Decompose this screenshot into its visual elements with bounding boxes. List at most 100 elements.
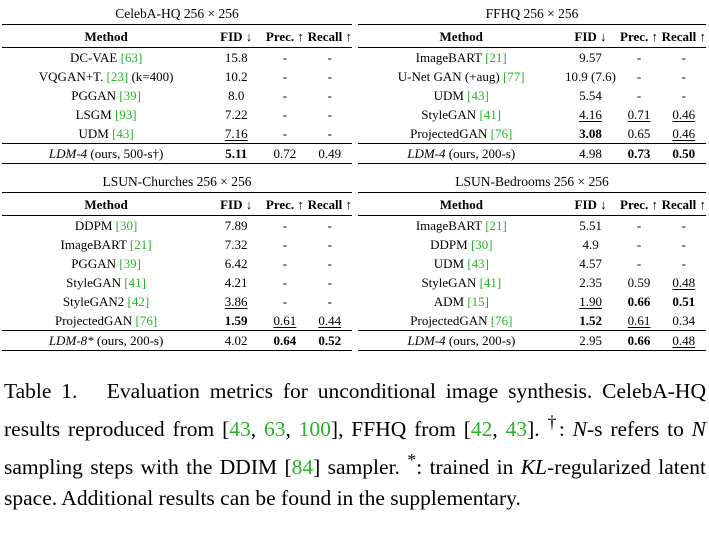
method-cell: LDM-4 (ours, 500-s†) bbox=[2, 143, 211, 164]
prec-value: - bbox=[282, 256, 288, 271]
citation-link[interactable]: [21] bbox=[485, 50, 507, 65]
method-name: U-Net GAN (+aug) bbox=[397, 69, 503, 84]
citation-link[interactable]: [63] bbox=[120, 50, 143, 65]
recall-value: 0.49 bbox=[318, 146, 342, 161]
recall-value: - bbox=[681, 69, 686, 84]
citation-link[interactable]: [21] bbox=[485, 218, 507, 233]
citation-link[interactable]: [41] bbox=[479, 275, 502, 290]
ours-row: LDM-4 (ours, 200-s) 2.95 0.66 0.48 bbox=[358, 330, 706, 351]
column-header-method: Method bbox=[358, 25, 565, 48]
prec-value: - bbox=[636, 50, 642, 65]
prec-cell: 0.71 bbox=[617, 105, 662, 124]
table-row: LSGM [93] 7.22 - - bbox=[2, 105, 352, 124]
fid-value: 7.32 bbox=[224, 237, 248, 252]
recall-cell: 0.48 bbox=[661, 330, 706, 351]
method-cell: PGGAN [39] bbox=[2, 254, 210, 273]
table-row: DDPM [30] 7.89 - - bbox=[2, 216, 352, 236]
column-header-method: Method bbox=[2, 193, 211, 216]
fid-cell: 15.8 bbox=[210, 48, 262, 68]
ours-row: LDM-4 (ours, 500-s†) 5.11 0.72 0.49 bbox=[2, 143, 352, 164]
citation-link[interactable]: [43] bbox=[112, 126, 134, 141]
recall-value: - bbox=[681, 218, 686, 233]
citation-link[interactable]: 100 bbox=[298, 417, 331, 442]
recall-cell: - bbox=[662, 48, 706, 68]
method-cell: DDPM [30] bbox=[2, 216, 210, 236]
citation-link[interactable]: 43 bbox=[229, 417, 251, 442]
citation-link[interactable]: 84 bbox=[291, 455, 314, 480]
recall-cell: - bbox=[308, 292, 352, 311]
prec-cell: 0.59 bbox=[616, 273, 661, 292]
citation-link[interactable]: [77] bbox=[502, 69, 525, 84]
citation-link[interactable]: [42] bbox=[127, 294, 150, 309]
citation-link[interactable]: [39] bbox=[119, 256, 141, 271]
fid-value: 6.42 bbox=[224, 256, 248, 271]
citation-link[interactable]: [30] bbox=[115, 218, 138, 233]
recall-cell: - bbox=[662, 216, 706, 236]
citation-link[interactable]: [23] bbox=[106, 69, 129, 84]
citation-link[interactable]: [93] bbox=[114, 107, 137, 122]
citation-link[interactable]: [15] bbox=[467, 294, 489, 309]
citation-link[interactable]: [76] bbox=[490, 126, 513, 141]
table-row: DC-VAE [63] 15.8 - - bbox=[2, 48, 352, 68]
prec-value: - bbox=[636, 256, 642, 271]
column-header-fid: FID ↓ bbox=[564, 25, 617, 48]
fid-cell: 5.11 bbox=[210, 143, 263, 164]
recall-value: - bbox=[681, 88, 686, 103]
method-name: UDM bbox=[433, 88, 468, 103]
method-name: StyleGAN bbox=[66, 275, 125, 290]
citation-link[interactable]: 43 bbox=[505, 417, 528, 442]
citation-link[interactable]: [76] bbox=[135, 313, 158, 328]
prec-value: - bbox=[282, 218, 288, 233]
prec-value: 0.71 bbox=[627, 107, 651, 122]
prec-value: 0.61 bbox=[273, 313, 297, 328]
method-cell: U-Net GAN (+aug) [77] bbox=[358, 67, 564, 86]
column-header-method: Method bbox=[358, 193, 565, 216]
fid-value: 9.57 bbox=[579, 50, 602, 65]
table-row: UDM [43] 5.54 - - bbox=[358, 86, 706, 105]
recall-value: 0.52 bbox=[318, 333, 342, 348]
recall-value: - bbox=[327, 50, 332, 65]
citation-link[interactable]: [43] bbox=[467, 88, 489, 103]
recall-value: 0.48 bbox=[672, 333, 696, 348]
recall-cell: - bbox=[662, 254, 706, 273]
prec-value: - bbox=[282, 294, 288, 309]
fid-cell: 7.16 bbox=[210, 124, 262, 144]
method-name: LDM-4 bbox=[407, 333, 446, 348]
column-header-fid: FID ↓ bbox=[210, 193, 263, 216]
citation-link[interactable]: [30] bbox=[470, 237, 493, 252]
prec-value: - bbox=[636, 237, 642, 252]
citation-link[interactable]: [76] bbox=[490, 313, 513, 328]
citation-link[interactable]: [39] bbox=[119, 88, 141, 103]
recall-value: - bbox=[681, 256, 686, 271]
fid-cell: 2.35 bbox=[565, 273, 617, 292]
recall-cell: - bbox=[308, 273, 352, 292]
prec-value: - bbox=[282, 69, 288, 84]
column-header-recall: Recall ↑ bbox=[661, 193, 706, 216]
recall-value: - bbox=[327, 294, 332, 309]
citation-link[interactable]: [43] bbox=[467, 256, 489, 271]
prec-cell: - bbox=[617, 86, 662, 105]
table-row: PGGAN [39] 8.0 - - bbox=[2, 86, 352, 105]
citation-link[interactable]: [41] bbox=[479, 107, 502, 122]
column-header-method: Method bbox=[2, 25, 211, 48]
citation-link[interactable]: 42 bbox=[470, 417, 493, 442]
recall-value: - bbox=[327, 126, 332, 141]
table-row: PGGAN [39] 6.42 - - bbox=[2, 254, 352, 273]
citation-link[interactable]: [21] bbox=[129, 237, 152, 252]
method-detail: (ours, 200-s) bbox=[445, 146, 516, 161]
table-rule bbox=[2, 192, 352, 193]
table-block-celeba: CelebA-HQ 256 × 256 Method FID ↓ Prec. ↑ Rec… bbox=[2, 4, 352, 164]
citation-link[interactable]: 63 bbox=[263, 417, 286, 442]
prec-cell: 0.66 bbox=[616, 330, 662, 351]
prec-cell: - bbox=[617, 67, 662, 86]
citation-link[interactable]: [41] bbox=[124, 275, 146, 290]
method-cell: ProjectedGAN [76] bbox=[358, 124, 564, 144]
header-row: Method FID ↓ Prec. ↑ Recall ↑ bbox=[358, 25, 706, 48]
column-header-fid: FID ↓ bbox=[564, 193, 617, 216]
method-cell: StyleGAN [41] bbox=[2, 273, 210, 292]
prec-cell: - bbox=[262, 292, 307, 311]
method-name: ProjectedGAN bbox=[54, 313, 136, 328]
method-name: PGGAN bbox=[71, 88, 120, 103]
fid-value: 7.22 bbox=[224, 107, 248, 122]
fid-cell: 3.08 bbox=[564, 124, 616, 144]
